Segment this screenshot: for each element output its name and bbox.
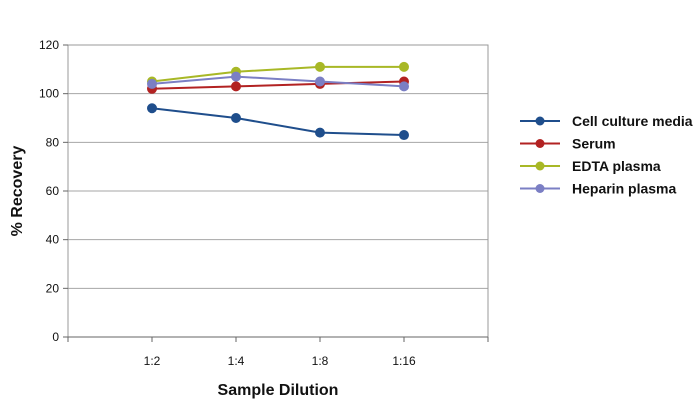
y-axis-title: % Recovery <box>9 146 26 237</box>
series-line <box>151 65 404 83</box>
legend-label: Cell culture media <box>572 113 693 129</box>
series-line <box>151 80 405 90</box>
data-point <box>315 127 325 138</box>
data-point <box>231 71 241 82</box>
x-tick-label: 1:16 <box>392 354 416 368</box>
series-heparin-plasma <box>147 71 409 92</box>
data-point <box>147 103 157 114</box>
legend-label: EDTA plasma <box>572 158 661 174</box>
legend-label: Heparin plasma <box>572 181 676 197</box>
x-axis-title: Sample Dilution <box>218 382 339 399</box>
x-tick-label: 1:4 <box>228 354 245 368</box>
series-edta-plasma <box>147 61 409 87</box>
data-point <box>315 76 325 87</box>
data-point <box>231 113 241 123</box>
legend-label: Serum <box>572 136 616 152</box>
y-tick-label: 0 <box>52 330 59 344</box>
legend-marker <box>535 161 545 171</box>
data-point <box>399 61 409 72</box>
data-point <box>231 81 241 92</box>
x-tick-label: 1:8 <box>312 354 329 368</box>
y-tick-label: 80 <box>46 135 60 149</box>
data-point <box>147 78 157 89</box>
gridlines <box>68 44 488 289</box>
series-group <box>147 61 409 141</box>
series-line <box>151 107 405 137</box>
legend-item: Heparin plasma <box>520 181 676 197</box>
y-axis-ticks: 0 20 40 60 80 100 120 <box>39 38 68 344</box>
x-axis-ticks: 1:2 1:4 1:8 1:16 <box>67 336 489 368</box>
legend-item: Cell culture media <box>520 113 693 129</box>
legend-marker <box>535 139 545 148</box>
legend-item: EDTA plasma <box>520 158 661 174</box>
data-point <box>399 130 409 141</box>
data-point <box>399 81 409 92</box>
y-tick-label: 100 <box>39 87 59 101</box>
x-tick-label: 1:2 <box>144 354 161 368</box>
series-line <box>151 75 405 88</box>
legend-marker <box>535 116 545 126</box>
data-point <box>315 61 325 72</box>
y-tick-label: 40 <box>46 233 60 247</box>
y-tick-label: 20 <box>46 281 60 295</box>
legend-item: Serum <box>520 136 616 152</box>
legend: Cell culture media Serum EDTA plasma Hepari… <box>520 113 693 197</box>
series-cell-culture-media <box>147 103 409 141</box>
legend-marker <box>535 184 545 193</box>
y-tick-label: 60 <box>46 184 60 198</box>
y-tick-label: 120 <box>39 38 59 52</box>
